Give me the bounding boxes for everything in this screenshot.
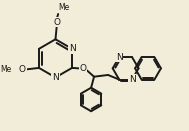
Text: Me: Me (1, 65, 12, 74)
Text: N: N (129, 75, 136, 84)
Text: O: O (53, 18, 60, 27)
Text: O: O (19, 65, 26, 74)
Text: N: N (69, 44, 75, 53)
Text: N: N (116, 53, 122, 62)
Text: Me: Me (58, 3, 70, 12)
Text: N: N (52, 73, 59, 82)
Text: O: O (80, 64, 87, 73)
